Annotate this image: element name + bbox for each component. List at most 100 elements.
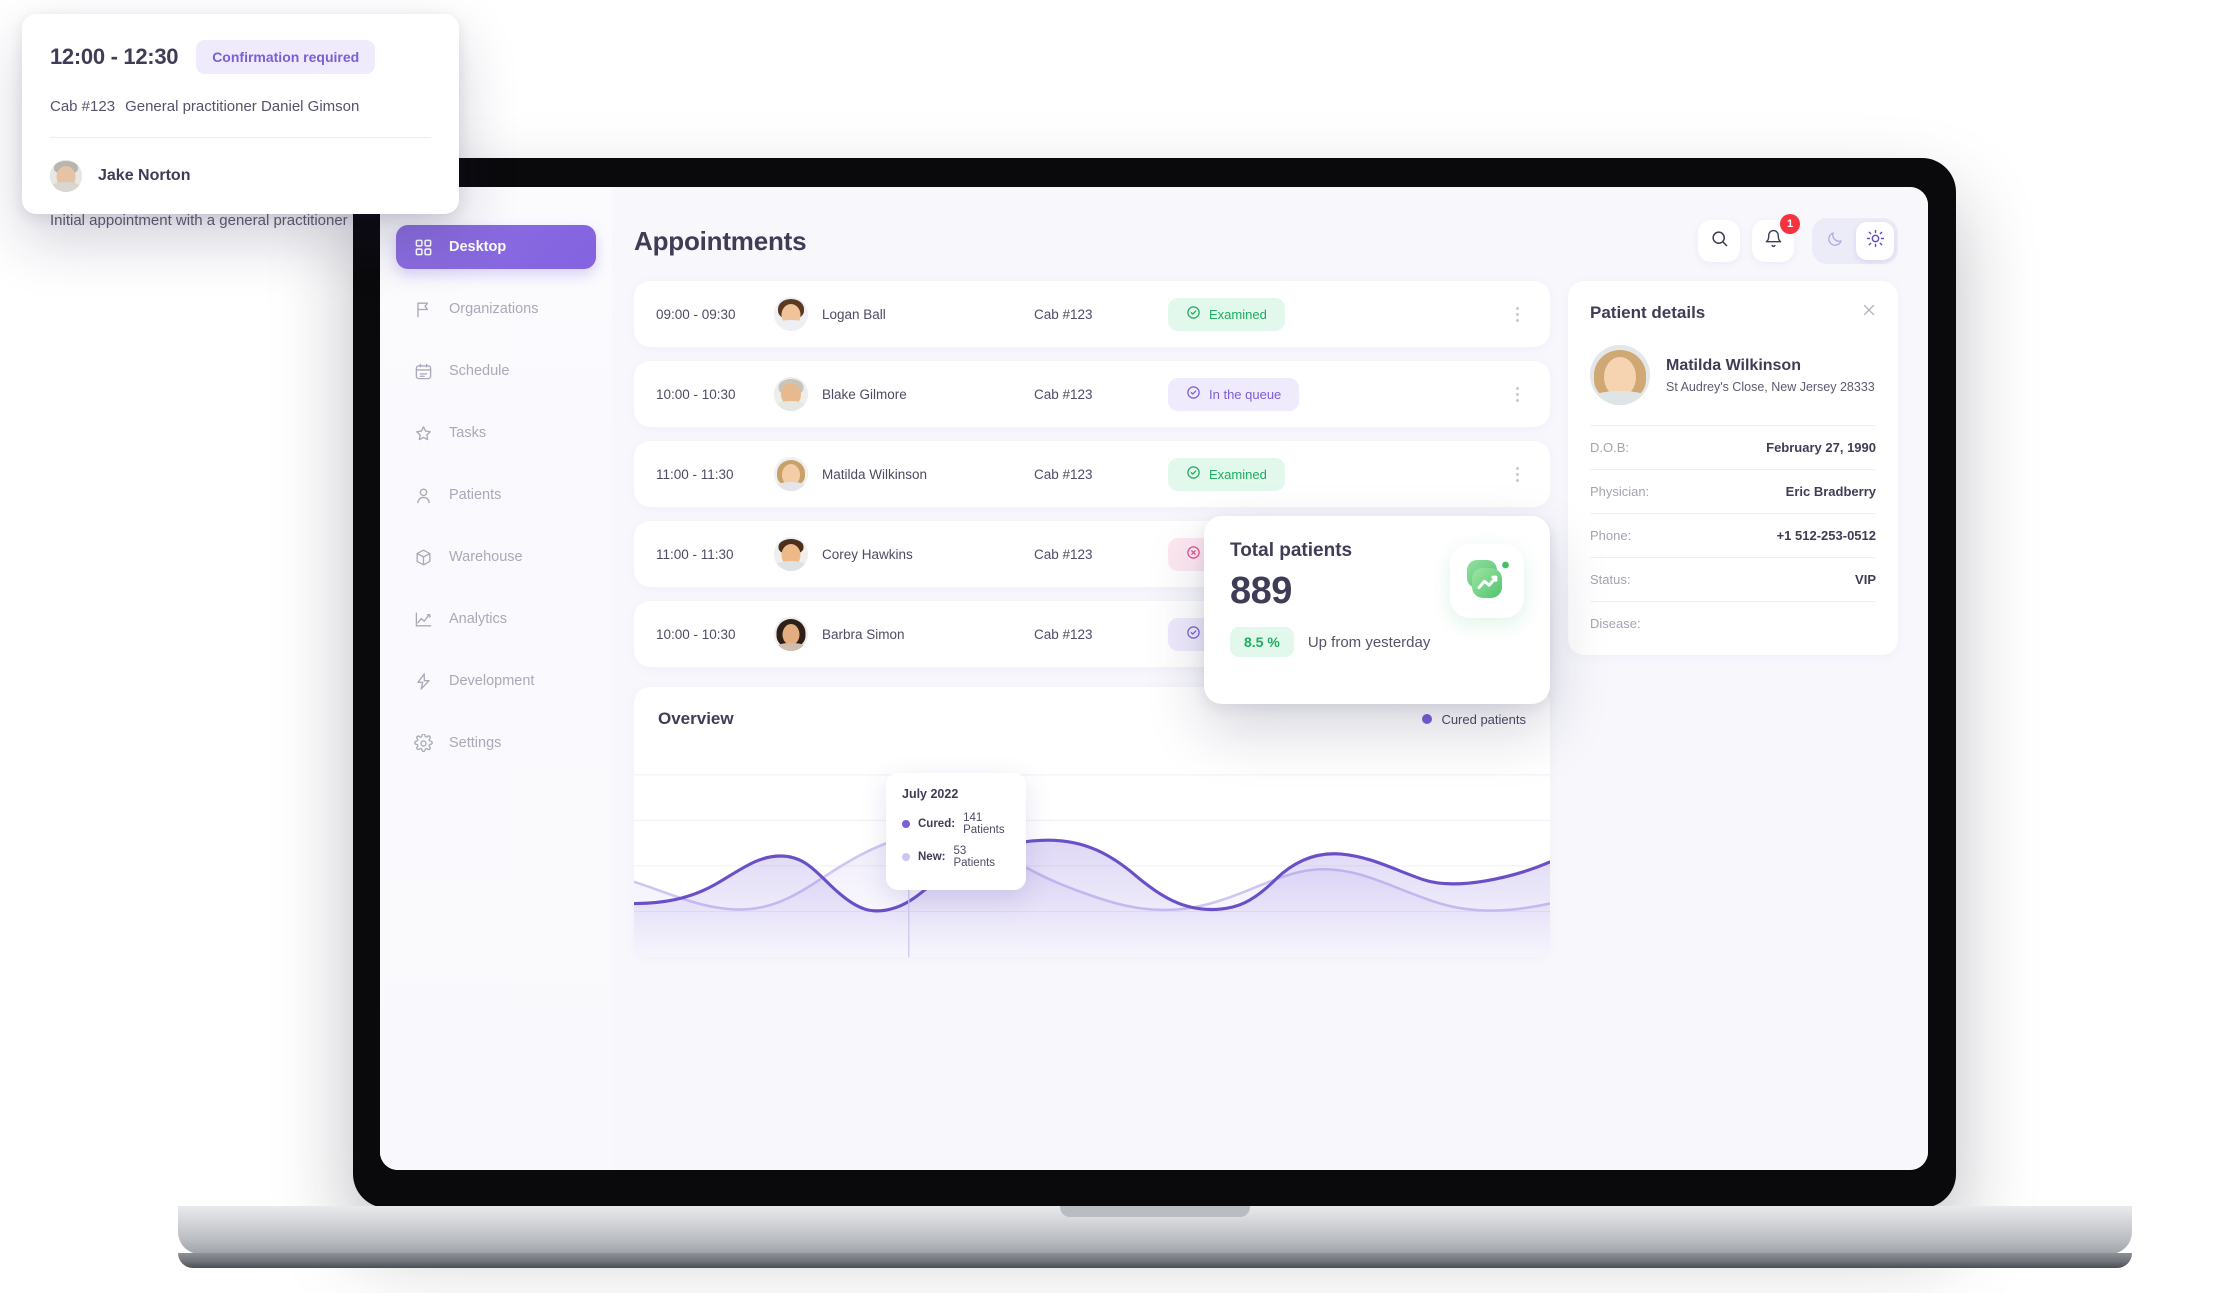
- overview-chart-svg: [634, 774, 1550, 957]
- chart-line-icon: [414, 610, 433, 629]
- close-icon[interactable]: [1860, 301, 1878, 319]
- topbar: Appointments: [634, 213, 1898, 269]
- field-value: VIP: [1855, 572, 1876, 587]
- patient-identity: Matilda Wilkinson St Audrey's Close, New…: [1666, 357, 1875, 394]
- avatar-face: [1590, 345, 1650, 405]
- theme-light-option[interactable]: [1856, 222, 1894, 260]
- status-cell: Examined: [1154, 457, 1506, 491]
- overview-header: Overview Cured patients: [658, 709, 1526, 729]
- sidebar-item-schedule[interactable]: Schedule: [396, 349, 596, 393]
- avatar-face: [774, 297, 808, 331]
- appointment-time: 10:00 - 10:30: [656, 386, 736, 402]
- notifications-button[interactable]: 1: [1752, 214, 1800, 262]
- sidebar: Desktop Organizations: [380, 187, 612, 1170]
- appointment-person: Matilda Wilkinson: [774, 457, 1034, 491]
- notification-badge: 1: [1780, 214, 1800, 234]
- tooltip-cured-value: 141 Patients: [963, 812, 1005, 836]
- floating-card-person: Jake Norton: [50, 160, 431, 192]
- avatar-face: [774, 537, 808, 571]
- appointment-patient-name: Corey Hawkins: [822, 546, 913, 562]
- sidebar-item-analytics[interactable]: Analytics: [396, 597, 596, 641]
- appointment-patient-name: Barbra Simon: [822, 626, 905, 642]
- delta-note: Up from yesterday: [1307, 633, 1431, 651]
- theme-toggle[interactable]: [1812, 218, 1898, 264]
- total-patients-value: 889: [1230, 570, 1292, 612]
- field-label: Physician:: [1590, 484, 1650, 499]
- chart-line-cured: [634, 838, 1550, 913]
- x-circle-icon: [1186, 545, 1201, 563]
- chart-area-cured: [634, 840, 1550, 957]
- field-value: Eric Bradberry: [1785, 484, 1876, 499]
- appointment-time: 10:00 - 10:30: [656, 626, 736, 642]
- tooltip-row-cured: Cured: 141 Patients: [902, 812, 1010, 836]
- appointment-time: 11:00 - 11:30: [656, 546, 734, 562]
- panel-title: Patient details: [1590, 303, 1706, 322]
- avatar: [774, 377, 808, 411]
- sidebar-item-development[interactable]: Development: [396, 659, 596, 703]
- row-menu-button[interactable]: [1506, 306, 1528, 322]
- floating-card-subline: Cab #123 General practitioner Daniel Gim…: [50, 98, 431, 115]
- sidebar-item-label: Settings: [449, 735, 502, 751]
- check-circle-icon: [1186, 625, 1201, 643]
- tooltip-new-label: New:: [918, 851, 946, 863]
- patient-name: Matilda Wilkinson: [1666, 356, 1801, 374]
- appointment-description: Initial appointment with a general pract…: [50, 212, 348, 229]
- legend-label-cured: Cured patients: [1441, 711, 1526, 727]
- appointment-person: Logan Ball: [774, 297, 1034, 331]
- sidebar-item-patients[interactable]: Patients: [396, 473, 596, 517]
- patient-details-column: Patient details: [1568, 281, 1898, 957]
- user-icon: [414, 486, 433, 505]
- appointment-cab: Cab #123: [1034, 386, 1093, 402]
- avatar: [774, 537, 808, 571]
- bell-icon: [1764, 229, 1783, 253]
- flag-icon: [414, 300, 433, 319]
- sidebar-item-label: Warehouse: [449, 549, 523, 565]
- patient-field-dob: D.O.B: February 27, 1990: [1590, 425, 1876, 469]
- sidebar-item-label: Schedule: [449, 363, 510, 379]
- calendar-icon: [414, 362, 433, 381]
- status-badge: In the queue: [1168, 377, 1300, 411]
- table-row[interactable]: 10:00 - 10:30: [634, 361, 1550, 427]
- row-menu-button[interactable]: [1506, 386, 1528, 402]
- avatar-face: [774, 457, 808, 491]
- sidebar-item-warehouse[interactable]: Warehouse: [396, 535, 596, 579]
- grid-icon: [414, 238, 433, 257]
- patient-field-status: Status: VIP: [1590, 557, 1876, 601]
- status-cell: Examined: [1154, 297, 1506, 331]
- bolt-icon: [414, 672, 433, 691]
- sidebar-item-label: Patients: [449, 487, 502, 503]
- laptop-screen: Desktop Organizations: [380, 187, 1928, 1170]
- app-window: Desktop Organizations: [380, 187, 1928, 1170]
- sidebar-item-desktop[interactable]: Desktop: [396, 225, 596, 269]
- search-button[interactable]: [1698, 220, 1740, 262]
- status-label: In the queue: [1209, 386, 1282, 402]
- gear-icon: [414, 733, 433, 753]
- row-menu-button[interactable]: [1506, 466, 1528, 482]
- theme-dark-option[interactable]: [1816, 222, 1854, 260]
- status-label: Examined: [1209, 306, 1267, 322]
- sidebar-item-settings[interactable]: Settings: [396, 721, 596, 765]
- sidebar-item-tasks[interactable]: Tasks: [396, 411, 596, 455]
- sidebar-item-label: Development: [449, 673, 535, 689]
- appointment-cab: Cab #123: [1034, 306, 1093, 322]
- sun-icon: [1866, 229, 1885, 253]
- table-row[interactable]: 09:00 - 09:30: [634, 281, 1550, 347]
- appointment-patient-name: Blake Gilmore: [822, 386, 907, 402]
- field-value: +1 512-253-0512: [1776, 528, 1876, 543]
- check-circle-icon: [1186, 385, 1201, 403]
- field-label: Disease:: [1590, 616, 1641, 631]
- avatar: [774, 297, 808, 331]
- patient-address: St Audrey's Close, New Jersey 28333: [1666, 379, 1875, 394]
- patient-field-disease: Disease:: [1590, 601, 1876, 645]
- divider: [50, 137, 431, 138]
- chart-legend: Cured patients: [1422, 712, 1526, 727]
- table-row[interactable]: 11:00 - 11:30: [634, 441, 1550, 507]
- overview-title: Overview: [658, 709, 734, 728]
- floating-appointment-card: 12:00 - 12:30 Confirmation required Cab …: [22, 14, 459, 229]
- sidebar-item-organizations[interactable]: Organizations: [396, 287, 596, 331]
- box-icon: [414, 548, 433, 567]
- check-circle-icon: [1186, 305, 1201, 323]
- appointment-person: Barbra Simon: [774, 617, 1034, 651]
- sidebar-item-label: Desktop: [449, 239, 507, 255]
- field-value: February 27, 1990: [1766, 440, 1876, 455]
